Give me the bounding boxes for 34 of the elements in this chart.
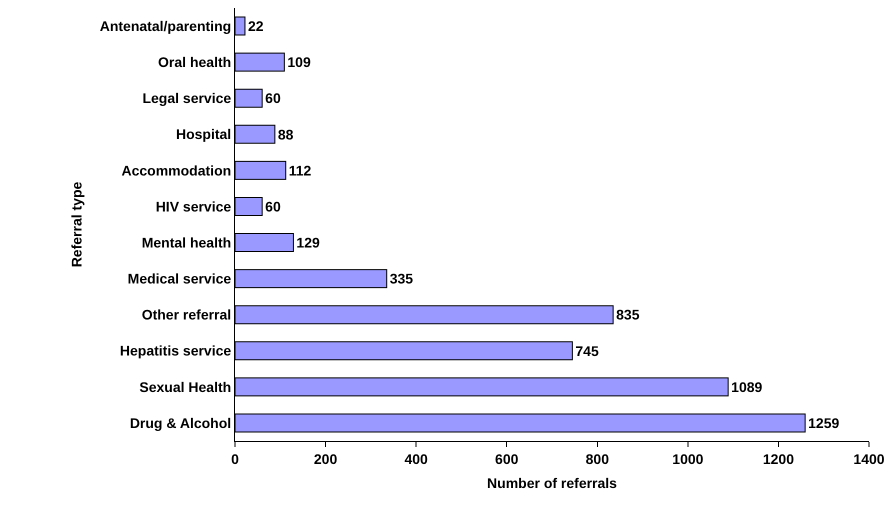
x-tick-label: 1200 bbox=[762, 450, 794, 467]
y-tick-label: Accommodation bbox=[122, 162, 232, 178]
x-axis-title: Number of referrals bbox=[487, 475, 618, 492]
data-label: 60 bbox=[265, 198, 281, 214]
x-tick-label: 1400 bbox=[853, 450, 885, 467]
data-label: 112 bbox=[288, 162, 312, 178]
y-tick-label: Hospital bbox=[176, 126, 232, 142]
x-tick-label: 200 bbox=[314, 450, 338, 467]
x-tick-label: 800 bbox=[586, 450, 610, 467]
y-tick-label: Drug & Alcohol bbox=[130, 414, 232, 431]
y-tick-label: Oral health bbox=[158, 54, 232, 70]
y-tick-label: Other referral bbox=[142, 306, 232, 323]
data-label: 335 bbox=[390, 270, 414, 287]
y-tick-label: Medical service bbox=[128, 270, 232, 287]
y-axis-title: Referral type bbox=[68, 181, 84, 268]
y-tick-label: Mental health bbox=[142, 234, 232, 250]
data-label: 22 bbox=[248, 18, 264, 34]
x-tick-label: 0 bbox=[231, 450, 240, 467]
y-tick-label: Sexual Health bbox=[139, 378, 232, 395]
data-label: 88 bbox=[278, 126, 294, 142]
data-label: 109 bbox=[287, 54, 311, 70]
data-label: 835 bbox=[616, 306, 640, 323]
data-label: 745 bbox=[575, 342, 599, 359]
y-tick-label: Antenatal/parenting bbox=[100, 18, 232, 34]
x-tick-label: 1000 bbox=[672, 450, 704, 467]
data-label: 1259 bbox=[808, 414, 840, 431]
data-label: 60 bbox=[265, 90, 281, 106]
data-label: 1089 bbox=[731, 378, 763, 395]
y-tick-label: Legal service bbox=[142, 90, 232, 106]
y-tick-label: Hepatitis service bbox=[120, 342, 232, 359]
y-tick-label: HIV service bbox=[156, 198, 232, 214]
x-tick-label: 400 bbox=[404, 450, 428, 467]
data-label: 129 bbox=[296, 234, 320, 251]
x-tick-label: 600 bbox=[495, 450, 519, 467]
